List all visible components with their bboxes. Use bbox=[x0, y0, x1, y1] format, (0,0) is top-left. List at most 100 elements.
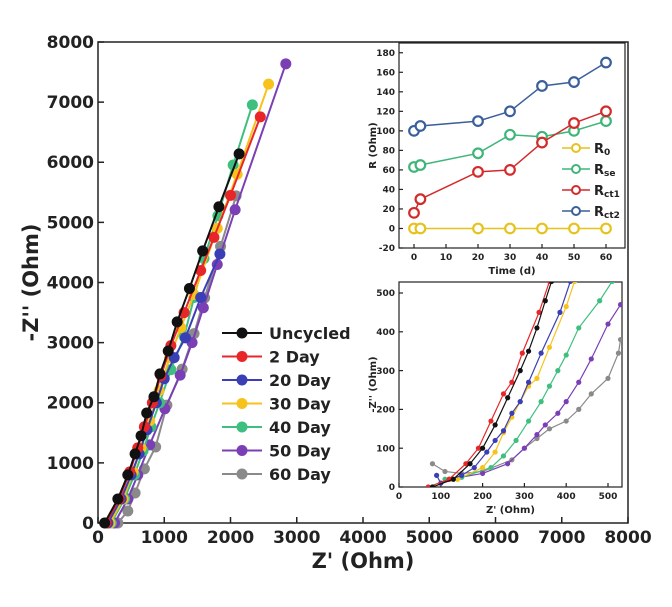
data-point bbox=[263, 78, 275, 90]
data-point bbox=[563, 399, 569, 405]
y-tick-label: 8000 bbox=[47, 33, 94, 53]
data-point bbox=[488, 465, 494, 471]
data-point bbox=[229, 204, 241, 216]
data-point bbox=[463, 461, 469, 467]
legend-label: 20 Day bbox=[269, 371, 331, 390]
data-point bbox=[563, 418, 569, 424]
data-point bbox=[555, 368, 561, 374]
y-axis-label: R (Ohm) bbox=[368, 122, 379, 168]
data-point bbox=[414, 120, 427, 132]
data-point bbox=[504, 222, 516, 235]
series-40-day bbox=[442, 282, 615, 482]
series-rct2 bbox=[408, 56, 612, 137]
data-point bbox=[505, 395, 511, 401]
data-point bbox=[162, 345, 174, 357]
y-tick-label: 500 bbox=[376, 289, 395, 299]
data-point bbox=[472, 147, 484, 160]
series-uncycled bbox=[99, 148, 245, 529]
y-tick-label: 3000 bbox=[47, 334, 94, 354]
data-point bbox=[546, 426, 553, 432]
data-point bbox=[605, 321, 611, 327]
y-tick-label: 100 bbox=[376, 127, 395, 137]
data-point bbox=[504, 128, 516, 141]
data-point bbox=[568, 76, 580, 88]
legend: R0 Rse Rct1 Rct2 bbox=[562, 142, 620, 221]
data-point bbox=[563, 352, 569, 358]
series-20-day bbox=[434, 282, 573, 486]
data-point bbox=[534, 375, 540, 381]
data-point bbox=[600, 222, 612, 235]
y-axis-label: -Z'' (Ohm) bbox=[19, 224, 43, 342]
legend-marker bbox=[236, 327, 248, 339]
legend: Uncycled 2 Day 20 Day 30 Day 40 Day 50 Day 60 … bbox=[222, 324, 351, 484]
x-tick-label: 100 bbox=[431, 492, 450, 502]
data-point bbox=[488, 418, 494, 424]
x-tick-label: 10 bbox=[440, 253, 453, 263]
x-tick-label: 0 bbox=[396, 492, 402, 502]
y-tick-label: 4000 bbox=[47, 273, 94, 293]
data-point bbox=[509, 410, 515, 416]
data-point bbox=[425, 484, 431, 487]
legend-marker bbox=[236, 468, 248, 480]
series-30-day bbox=[438, 282, 578, 486]
x-tick-label: 300 bbox=[515, 492, 534, 502]
data-point bbox=[617, 302, 622, 308]
x-axis-label: Z' (Ohm) bbox=[312, 549, 415, 573]
y-tick-label: 1000 bbox=[47, 454, 94, 474]
series-r0 bbox=[408, 222, 612, 235]
data-point bbox=[504, 105, 516, 118]
data-point bbox=[492, 437, 498, 444]
data-point bbox=[414, 193, 427, 206]
data-point bbox=[542, 422, 548, 428]
data-point bbox=[549, 282, 555, 284]
y-tick-label: 0 bbox=[82, 514, 94, 534]
legend-marker bbox=[571, 206, 581, 216]
legend-marker bbox=[571, 143, 581, 153]
y-tick-label: 60 bbox=[382, 166, 395, 176]
legend-label: 50 Day bbox=[269, 442, 331, 461]
y-tick-label: 100 bbox=[376, 444, 395, 454]
data-point bbox=[214, 248, 226, 260]
y-tick-label: 40 bbox=[382, 186, 395, 196]
data-point bbox=[563, 303, 569, 310]
x-tick-label: 40 bbox=[536, 253, 549, 263]
series-rct1 bbox=[408, 105, 612, 219]
data-point bbox=[538, 350, 544, 356]
data-point bbox=[122, 469, 134, 481]
data-point bbox=[500, 453, 507, 459]
data-point bbox=[475, 445, 482, 451]
data-point bbox=[572, 282, 578, 284]
x-tick-label: 7000 bbox=[538, 528, 585, 548]
data-point bbox=[597, 298, 603, 304]
data-point bbox=[504, 164, 516, 176]
data-point bbox=[534, 435, 540, 442]
x-tick-label: 1000 bbox=[141, 528, 188, 548]
legend-marker bbox=[236, 351, 248, 362]
x-tick-label: 500 bbox=[599, 492, 618, 502]
data-point bbox=[513, 437, 519, 444]
data-point bbox=[568, 117, 580, 129]
x-tick-label: 60 bbox=[600, 253, 613, 263]
y-tick-label: 20 bbox=[382, 205, 395, 215]
x-tick-label: 20 bbox=[472, 253, 485, 263]
data-point bbox=[171, 316, 183, 328]
legend-marker bbox=[236, 374, 248, 386]
data-point bbox=[429, 484, 436, 487]
data-point bbox=[567, 282, 573, 284]
data-point bbox=[505, 461, 511, 467]
legend-label: 30 Day bbox=[269, 395, 331, 414]
data-point bbox=[536, 136, 548, 149]
data-point bbox=[414, 222, 427, 235]
data-point bbox=[472, 165, 484, 178]
y-tick-label: 2000 bbox=[47, 394, 94, 414]
data-point bbox=[546, 344, 553, 350]
x-tick-label: 50 bbox=[568, 253, 581, 263]
data-point bbox=[525, 348, 532, 354]
legend-marker bbox=[571, 185, 581, 195]
series-line bbox=[428, 282, 550, 487]
data-point bbox=[472, 115, 484, 127]
data-point bbox=[576, 325, 582, 331]
data-point bbox=[521, 445, 528, 451]
data-point bbox=[480, 470, 486, 477]
legend-label: Uncycled bbox=[269, 324, 351, 343]
